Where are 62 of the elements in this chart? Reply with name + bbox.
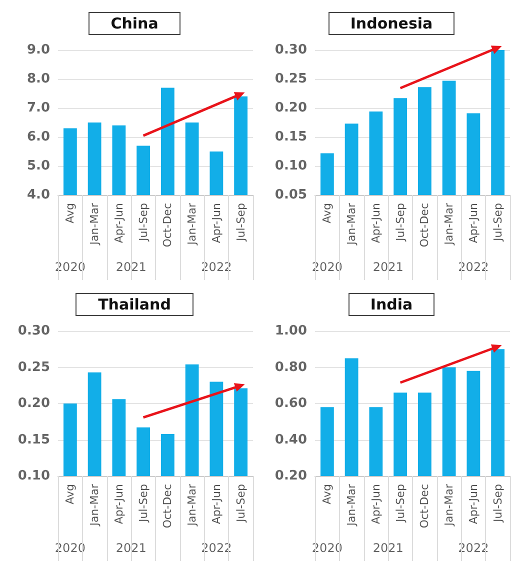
text: 2021 xyxy=(372,260,404,274)
x-tick-label: Apr-Jun xyxy=(369,484,382,524)
text: 2021 xyxy=(116,260,146,274)
chart-title: Indonesia xyxy=(350,14,433,32)
x-tick-label: Avg xyxy=(64,484,77,504)
x-tick-label: Apr-Jun xyxy=(369,202,382,244)
y-tick-label: 0.25 xyxy=(274,72,307,86)
x-tick-label: Jan-Mar xyxy=(88,484,102,527)
x-tick-label: Apr-Jun xyxy=(112,202,126,244)
y-tick-label: 4.0 xyxy=(26,188,50,202)
y-tick-label: 0.30 xyxy=(274,42,307,58)
x-tick-label: Apr-Jun xyxy=(466,484,480,524)
x-tick-label: Apr-Jun xyxy=(112,484,126,524)
y-tick-label: 0.15 xyxy=(274,130,307,144)
y-tick-label: 0.15 xyxy=(18,432,50,448)
x-tick-label: Jul-Sep xyxy=(234,202,248,242)
y-tick-label: 0.20 xyxy=(18,396,50,411)
x-tick-label: Jul-Sep xyxy=(394,202,407,242)
x-tick-label: Jul-Sep xyxy=(491,484,504,523)
x-tick-label: Jul-Sep xyxy=(136,202,150,242)
y-tick-label: 0.40 xyxy=(274,432,307,448)
x-tick-label: Jan-Mar xyxy=(186,202,199,246)
x-tick-label: Jul-Sep xyxy=(234,484,248,523)
chart-title: China xyxy=(110,14,158,32)
x-tick-label: Jan-Mar xyxy=(442,202,456,246)
x-tick-label: Jul-Sep xyxy=(491,202,504,242)
x-tick-label: Oct-Dec xyxy=(418,484,432,528)
y-tick-label: 0.80 xyxy=(274,360,307,375)
y-tick-label: 1.00 xyxy=(274,324,307,338)
x-tick-label: Avg xyxy=(320,484,334,504)
text: 2021 xyxy=(116,541,146,555)
y-tick-label: 7.0 xyxy=(26,100,50,116)
x-tick-label: Jan-Mar xyxy=(186,484,199,527)
x-tick-label: Apr-Jun xyxy=(210,202,223,244)
x-tick-label: Oct-Dec xyxy=(161,203,174,248)
y-tick-label: 9.0 xyxy=(26,42,50,58)
x-tick-label: Jul-Sep xyxy=(136,484,150,523)
y-tick-label: 0.10 xyxy=(18,468,50,484)
y-tick-label: 0.20 xyxy=(274,100,307,116)
x-tick-label: Avg xyxy=(64,203,77,224)
y-tick-label: 0.10 xyxy=(274,158,307,174)
x-tick-label: Oct-Dec xyxy=(161,484,174,528)
x-tick-label: Oct-Dec xyxy=(418,203,432,248)
y-tick-label: 0.25 xyxy=(18,360,50,375)
y-tick-label: 0.05 xyxy=(274,188,307,202)
x-tick-label: Jan-Mar xyxy=(345,484,358,527)
y-tick-label: 0.30 xyxy=(18,324,50,338)
chart-title: India xyxy=(370,296,413,314)
y-tick-label: 8.0 xyxy=(26,72,50,86)
x-tick-label: Jul-Sep xyxy=(394,484,407,523)
x-tick-label: Jan-Mar xyxy=(88,202,102,246)
y-tick-label: 5.0 xyxy=(26,158,50,174)
x-tick-label: Apr-Jun xyxy=(210,484,223,524)
x-tick-label: Avg xyxy=(320,203,334,224)
y-tick-label: 0.60 xyxy=(274,396,307,411)
text: 2021 xyxy=(372,541,404,555)
y-tick-label: 6.0 xyxy=(26,130,50,144)
chart-title: Thailand xyxy=(98,296,171,314)
x-tick-label: Jan-Mar xyxy=(345,202,358,246)
x-tick-label: Apr-Jun xyxy=(466,202,480,244)
x-tick-label: Jan-Mar xyxy=(442,484,456,527)
y-tick-label: 0.20 xyxy=(274,468,307,484)
